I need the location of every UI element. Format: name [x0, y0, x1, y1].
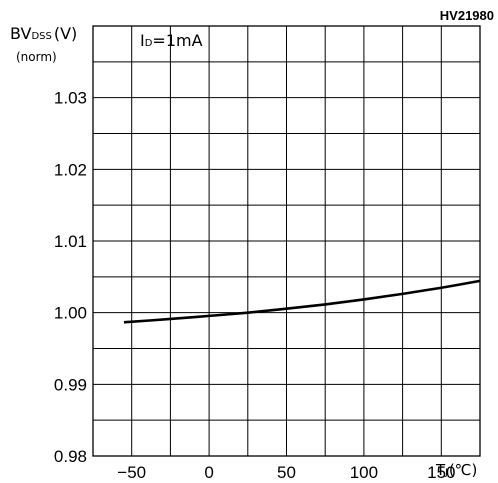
- test-condition-annotation: ID=1mA: [140, 31, 203, 50]
- y-axis-qualifier: (norm): [16, 50, 57, 64]
- annotation-value: =1mA: [152, 31, 202, 50]
- y-axis-label-unit: (V): [54, 24, 77, 43]
- x-axis-label: TJ(℃): [435, 461, 477, 479]
- y-tick-label: 1.02: [54, 160, 87, 179]
- figure-id: HV21980: [440, 8, 494, 23]
- y-tick-label: 1.01: [54, 232, 87, 251]
- annotation-text: I: [140, 31, 145, 50]
- x-tick-label: 50: [277, 463, 296, 482]
- y-tick-label: 0.99: [54, 375, 87, 394]
- x-axis-label-prefix: T: [435, 461, 446, 479]
- x-tick-label: 0: [204, 463, 213, 482]
- y-axis-label-subscript: DSS: [31, 31, 51, 42]
- series-layer: [123, 279, 481, 324]
- bvdss-curve: [123, 279, 481, 324]
- x-tick-label: −50: [117, 463, 146, 482]
- x-axis-label-unit: (℃): [449, 461, 478, 479]
- x-tick-label: 100: [350, 463, 378, 482]
- y-axis-label: BVDSS (V): [10, 24, 77, 43]
- y-tick-label: 0.98: [54, 447, 87, 466]
- y-tick-labels: 0.98 0.99 1.00 1.01 1.02 1.03: [54, 89, 87, 466]
- y-tick-label: 1.03: [54, 89, 87, 108]
- x-tick-label: 150: [427, 463, 455, 482]
- x-tick-labels: −50 0 50 100 150: [117, 463, 455, 482]
- x-axis-label-subscript: J: [444, 468, 448, 478]
- y-tick-label: 1.00: [54, 304, 87, 323]
- annotation-sub: D: [145, 38, 153, 49]
- plot-frame: [92, 25, 481, 457]
- y-axis-label-prefix: BV: [10, 24, 31, 43]
- grid: [93, 26, 480, 456]
